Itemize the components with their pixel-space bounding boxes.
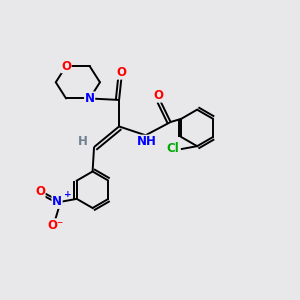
Text: Cl: Cl — [167, 142, 179, 155]
Text: N: N — [85, 92, 94, 105]
Text: O: O — [35, 185, 45, 198]
Text: O⁻: O⁻ — [47, 219, 63, 232]
Text: O: O — [61, 60, 71, 73]
Text: H: H — [78, 135, 88, 148]
Text: N: N — [52, 195, 62, 208]
Text: O: O — [116, 66, 126, 79]
Text: NH: NH — [137, 135, 157, 148]
Text: +: + — [64, 190, 72, 199]
Text: O: O — [153, 89, 163, 102]
